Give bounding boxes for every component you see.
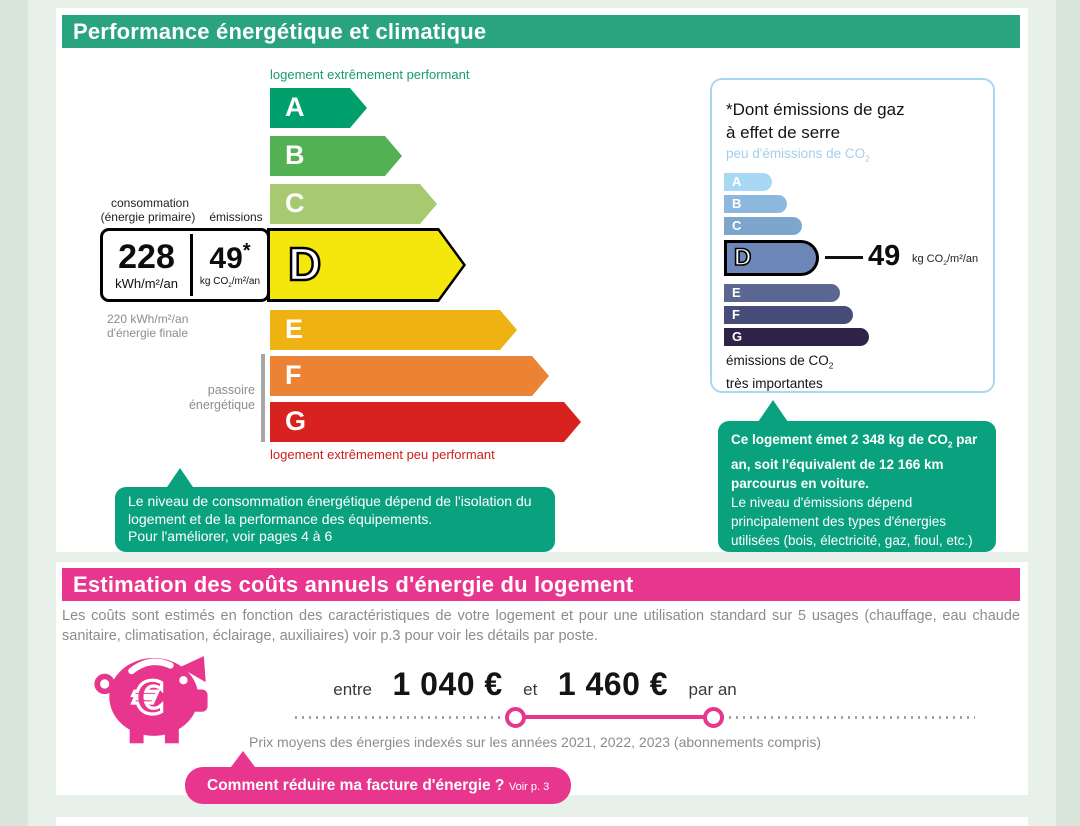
section-title-costs: Estimation des coûts annuels d'énergie d… bbox=[62, 568, 1020, 601]
co2-callout-bold-text: Ce logement émet 2 348 kg de CO2 par an,… bbox=[731, 432, 978, 491]
energy-callout-text: Le niveau de consommation énergétique dé… bbox=[128, 493, 532, 527]
passoire-bracket bbox=[261, 354, 265, 442]
co2-scale-top-label: peu d'émissions de CO2 bbox=[726, 146, 870, 164]
co2-panel: *Dont émissions de gaz à effet de serre … bbox=[710, 78, 995, 393]
energy-callout-pages-ref: Pour l'améliorer, voir pages 4 à 6 bbox=[128, 528, 333, 544]
energy-class-arrow-e: E bbox=[270, 310, 517, 350]
emissions-label: émissions bbox=[209, 210, 263, 224]
co2-class-letter: A bbox=[732, 174, 742, 189]
co2-class-letter: B bbox=[732, 196, 742, 211]
cost-low-value: 1 040 € bbox=[392, 666, 503, 702]
co2-value: 49 bbox=[868, 240, 901, 272]
cost-slider-active-range bbox=[515, 715, 713, 719]
cost-high-value: 1 460 € bbox=[557, 666, 669, 702]
co2-class-letter: F bbox=[732, 307, 740, 322]
slider-handle-low[interactable] bbox=[505, 707, 526, 728]
value-box-divider bbox=[190, 234, 193, 296]
co2-callout-pointer-icon bbox=[758, 400, 788, 422]
consumption-sublabel: (énergie primaire) bbox=[100, 210, 196, 224]
emissions-unit: kg CO2/m²/an bbox=[199, 276, 261, 289]
co2-panel-title: *Dont émissions de gaz à effet de serre bbox=[726, 100, 905, 142]
energy-class-arrow-d: D bbox=[267, 228, 466, 302]
svg-text:€: € bbox=[133, 674, 165, 725]
energy-class-letter: B bbox=[285, 140, 305, 170]
cost-range-line: entre 1 040 € et 1 460 € par an bbox=[56, 666, 1014, 703]
energy-callout-pointer-icon bbox=[165, 468, 195, 490]
co2-value-unit: kg CO2/m²/an bbox=[912, 253, 979, 268]
slider-handle-high[interactable] bbox=[703, 707, 724, 728]
range-suffix-label: par an bbox=[688, 680, 737, 699]
consumption-label: consommation bbox=[110, 196, 190, 210]
co2-class-bar-f: F bbox=[724, 306, 853, 324]
co2-class-bar-b: B bbox=[724, 195, 787, 213]
final-energy-note: 220 kWh/m²/an d'énergie finale bbox=[107, 312, 189, 340]
emissions-star: * bbox=[242, 240, 251, 262]
cost-callout-page-ref: Voir p. 3 bbox=[508, 781, 550, 793]
energy-class-arrow-f: F bbox=[270, 356, 549, 396]
next-card-sliver bbox=[56, 817, 1028, 826]
range-mid-label: et bbox=[523, 680, 538, 699]
energy-class-letter: A bbox=[285, 92, 305, 122]
co2-callout: Ce logement émet 2 348 kg de CO2 par an,… bbox=[718, 421, 996, 552]
costs-description: Les coûts sont estimés en fonction des c… bbox=[62, 608, 1020, 644]
energy-class-arrow-c: C bbox=[270, 184, 437, 224]
piggy-bank-icon: € bbox=[90, 645, 212, 752]
energy-top-label: logement extrêmement performant bbox=[270, 67, 470, 82]
co2-scale-bottom-label: émissions de CO2 très importantes bbox=[726, 353, 834, 391]
co2-class-bar-g: G bbox=[724, 328, 869, 346]
energy-class-letter: E bbox=[285, 314, 304, 344]
energy-class-letter: F bbox=[285, 360, 302, 390]
co2-connector-line bbox=[825, 256, 863, 259]
energy-class-letter: C bbox=[285, 188, 305, 218]
cost-callout-pointer-icon bbox=[228, 751, 258, 771]
co2-class-letter: E bbox=[732, 285, 741, 300]
consumption-unit: kWh/m²/an bbox=[115, 275, 178, 291]
co2-class-bar-a: A bbox=[724, 173, 772, 191]
slider-caption: Prix moyens des énergies indexés sur les… bbox=[249, 734, 821, 750]
energy-class-letter: G bbox=[285, 406, 307, 436]
co2-class-bar-e: E bbox=[724, 284, 840, 302]
energy-class-arrow-g: G bbox=[270, 402, 581, 442]
section-title-energy: Performance énergétique et climatique bbox=[62, 15, 1020, 48]
co2-class-letter-current: D bbox=[733, 243, 752, 272]
passoire-label: passoire énergétique bbox=[188, 383, 255, 412]
energy-class-arrow-b: B bbox=[270, 136, 402, 176]
cost-callout: Comment réduire ma facture d'énergie ? V… bbox=[185, 767, 572, 804]
cost-callout-question: Comment réduire ma facture d'énergie ? bbox=[207, 777, 505, 794]
co2-class-letter: G bbox=[732, 329, 743, 344]
co2-class-letter: C bbox=[732, 218, 742, 233]
consumption-value: 228 bbox=[118, 237, 175, 276]
energy-class-arrow-a: A bbox=[270, 88, 367, 128]
emissions-value: 49* bbox=[209, 240, 251, 275]
co2-callout-regular-text: Le niveau d'émissions dépend principalem… bbox=[731, 494, 973, 548]
energy-class-letter-current: D bbox=[288, 238, 322, 290]
energy-bottom-label: logement extrêmement peu performant bbox=[270, 447, 495, 462]
range-prefix-label: entre bbox=[333, 680, 372, 699]
co2-class-bar-d: D bbox=[724, 240, 819, 276]
energy-callout: Le niveau de consommation énergétique dé… bbox=[115, 487, 555, 552]
consumption-value-box: 228 kWh/m²/an 49* kg CO2/m²/an bbox=[100, 228, 270, 302]
co2-class-bar-c: C bbox=[724, 217, 802, 235]
